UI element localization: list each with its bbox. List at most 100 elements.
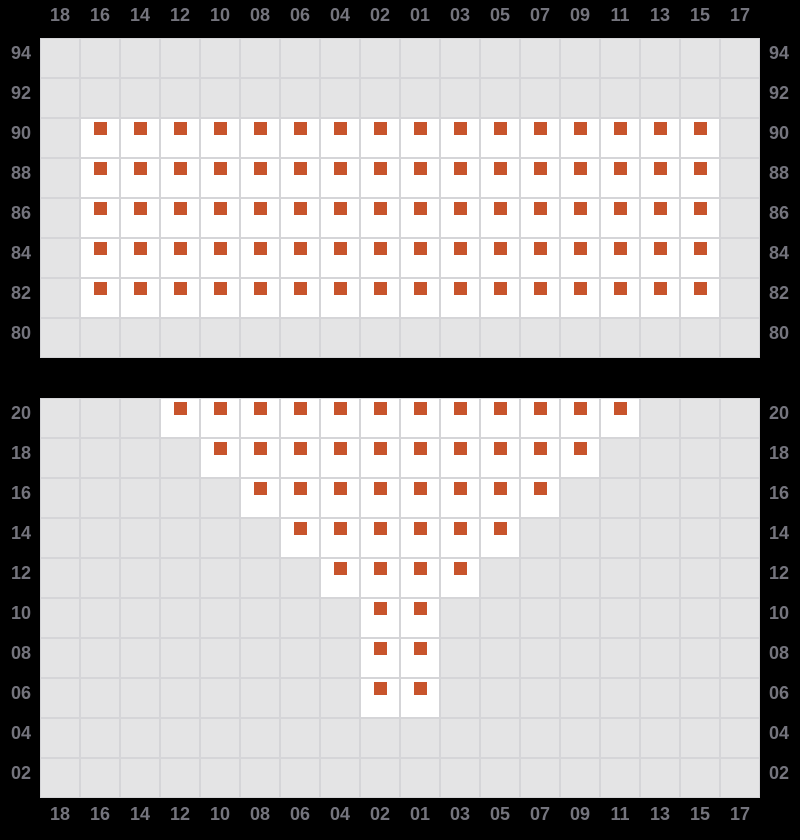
seat-cell-row08-seat02[interactable] [360, 638, 400, 678]
seat-cell-row90-seat03[interactable] [440, 118, 480, 158]
seat-cell-row20-seat09[interactable] [560, 398, 600, 438]
seat-cell-row18-seat09[interactable] [560, 438, 600, 478]
seat-cell-row16-seat06[interactable] [280, 478, 320, 518]
seat-cell-row18-seat06[interactable] [280, 438, 320, 478]
seat-cell-row90-seat02[interactable] [360, 118, 400, 158]
seat-cell-row88-seat03[interactable] [440, 158, 480, 198]
seat-cell-row90-seat09[interactable] [560, 118, 600, 158]
seat-cell-row86-seat12[interactable] [160, 198, 200, 238]
seat-cell-row08-seat01[interactable] [400, 638, 440, 678]
seat-cell-row18-seat02[interactable] [360, 438, 400, 478]
seat-cell-row88-seat06[interactable] [280, 158, 320, 198]
seat-cell-row14-seat06[interactable] [280, 518, 320, 558]
seat-cell-row20-seat04[interactable] [320, 398, 360, 438]
seat-cell-row86-seat10[interactable] [200, 198, 240, 238]
seat-cell-row88-seat10[interactable] [200, 158, 240, 198]
seat-cell-row10-seat02[interactable] [360, 598, 400, 638]
seat-cell-row84-seat03[interactable] [440, 238, 480, 278]
seat-cell-row88-seat14[interactable] [120, 158, 160, 198]
seat-cell-row20-seat07[interactable] [520, 398, 560, 438]
seat-cell-row82-seat07[interactable] [520, 278, 560, 318]
seat-cell-row90-seat14[interactable] [120, 118, 160, 158]
seat-cell-row86-seat16[interactable] [80, 198, 120, 238]
seat-cell-row86-seat11[interactable] [600, 198, 640, 238]
seat-cell-row90-seat06[interactable] [280, 118, 320, 158]
seat-cell-row90-seat05[interactable] [480, 118, 520, 158]
seat-cell-row88-seat04[interactable] [320, 158, 360, 198]
seat-cell-row86-seat13[interactable] [640, 198, 680, 238]
seat-cell-row90-seat01[interactable] [400, 118, 440, 158]
seat-cell-row90-seat07[interactable] [520, 118, 560, 158]
seat-cell-row86-seat03[interactable] [440, 198, 480, 238]
seat-cell-row86-seat09[interactable] [560, 198, 600, 238]
seat-cell-row18-seat05[interactable] [480, 438, 520, 478]
seat-cell-row84-seat02[interactable] [360, 238, 400, 278]
seat-cell-row84-seat11[interactable] [600, 238, 640, 278]
seat-cell-row18-seat07[interactable] [520, 438, 560, 478]
seat-cell-row84-seat05[interactable] [480, 238, 520, 278]
seat-cell-row82-seat03[interactable] [440, 278, 480, 318]
seat-cell-row82-seat16[interactable] [80, 278, 120, 318]
seat-cell-row86-seat02[interactable] [360, 198, 400, 238]
seat-cell-row90-seat04[interactable] [320, 118, 360, 158]
seat-cell-row14-seat05[interactable] [480, 518, 520, 558]
seat-cell-row14-seat01[interactable] [400, 518, 440, 558]
seat-cell-row18-seat10[interactable] [200, 438, 240, 478]
seat-cell-row90-seat08[interactable] [240, 118, 280, 158]
seat-cell-row20-seat03[interactable] [440, 398, 480, 438]
seat-cell-row88-seat08[interactable] [240, 158, 280, 198]
seat-cell-row06-seat01[interactable] [400, 678, 440, 718]
seat-cell-row84-seat12[interactable] [160, 238, 200, 278]
seat-cell-row12-seat04[interactable] [320, 558, 360, 598]
seat-cell-row20-seat01[interactable] [400, 398, 440, 438]
seat-cell-row20-seat05[interactable] [480, 398, 520, 438]
seat-cell-row82-seat01[interactable] [400, 278, 440, 318]
seat-cell-row90-seat11[interactable] [600, 118, 640, 158]
seat-cell-row88-seat16[interactable] [80, 158, 120, 198]
seat-cell-row84-seat14[interactable] [120, 238, 160, 278]
seat-cell-row84-seat13[interactable] [640, 238, 680, 278]
seat-cell-row82-seat15[interactable] [680, 278, 720, 318]
seat-cell-row86-seat01[interactable] [400, 198, 440, 238]
seat-cell-row16-seat01[interactable] [400, 478, 440, 518]
seat-cell-row12-seat01[interactable] [400, 558, 440, 598]
seat-cell-row88-seat15[interactable] [680, 158, 720, 198]
seat-cell-row84-seat16[interactable] [80, 238, 120, 278]
seat-cell-row84-seat09[interactable] [560, 238, 600, 278]
seat-cell-row06-seat02[interactable] [360, 678, 400, 718]
seat-cell-row84-seat07[interactable] [520, 238, 560, 278]
seat-cell-row88-seat11[interactable] [600, 158, 640, 198]
seat-cell-row88-seat09[interactable] [560, 158, 600, 198]
seat-cell-row82-seat05[interactable] [480, 278, 520, 318]
seat-cell-row20-seat08[interactable] [240, 398, 280, 438]
seat-cell-row82-seat10[interactable] [200, 278, 240, 318]
seat-cell-row86-seat14[interactable] [120, 198, 160, 238]
seat-cell-row84-seat01[interactable] [400, 238, 440, 278]
seat-cell-row90-seat16[interactable] [80, 118, 120, 158]
seat-cell-row82-seat13[interactable] [640, 278, 680, 318]
seat-cell-row90-seat15[interactable] [680, 118, 720, 158]
seat-cell-row84-seat08[interactable] [240, 238, 280, 278]
seat-cell-row16-seat08[interactable] [240, 478, 280, 518]
seat-cell-row82-seat08[interactable] [240, 278, 280, 318]
seat-cell-row88-seat12[interactable] [160, 158, 200, 198]
seat-cell-row16-seat07[interactable] [520, 478, 560, 518]
seat-cell-row20-seat02[interactable] [360, 398, 400, 438]
seat-cell-row20-seat11[interactable] [600, 398, 640, 438]
seat-cell-row10-seat01[interactable] [400, 598, 440, 638]
seat-cell-row86-seat07[interactable] [520, 198, 560, 238]
seat-cell-row20-seat12[interactable] [160, 398, 200, 438]
seat-cell-row86-seat05[interactable] [480, 198, 520, 238]
seat-cell-row84-seat06[interactable] [280, 238, 320, 278]
seat-cell-row12-seat02[interactable] [360, 558, 400, 598]
seat-cell-row82-seat06[interactable] [280, 278, 320, 318]
seat-cell-row16-seat05[interactable] [480, 478, 520, 518]
seat-cell-row84-seat04[interactable] [320, 238, 360, 278]
seat-cell-row88-seat07[interactable] [520, 158, 560, 198]
seat-cell-row18-seat01[interactable] [400, 438, 440, 478]
seat-cell-row14-seat03[interactable] [440, 518, 480, 558]
seat-cell-row84-seat15[interactable] [680, 238, 720, 278]
seat-cell-row84-seat10[interactable] [200, 238, 240, 278]
seat-cell-row86-seat15[interactable] [680, 198, 720, 238]
seat-cell-row20-seat10[interactable] [200, 398, 240, 438]
